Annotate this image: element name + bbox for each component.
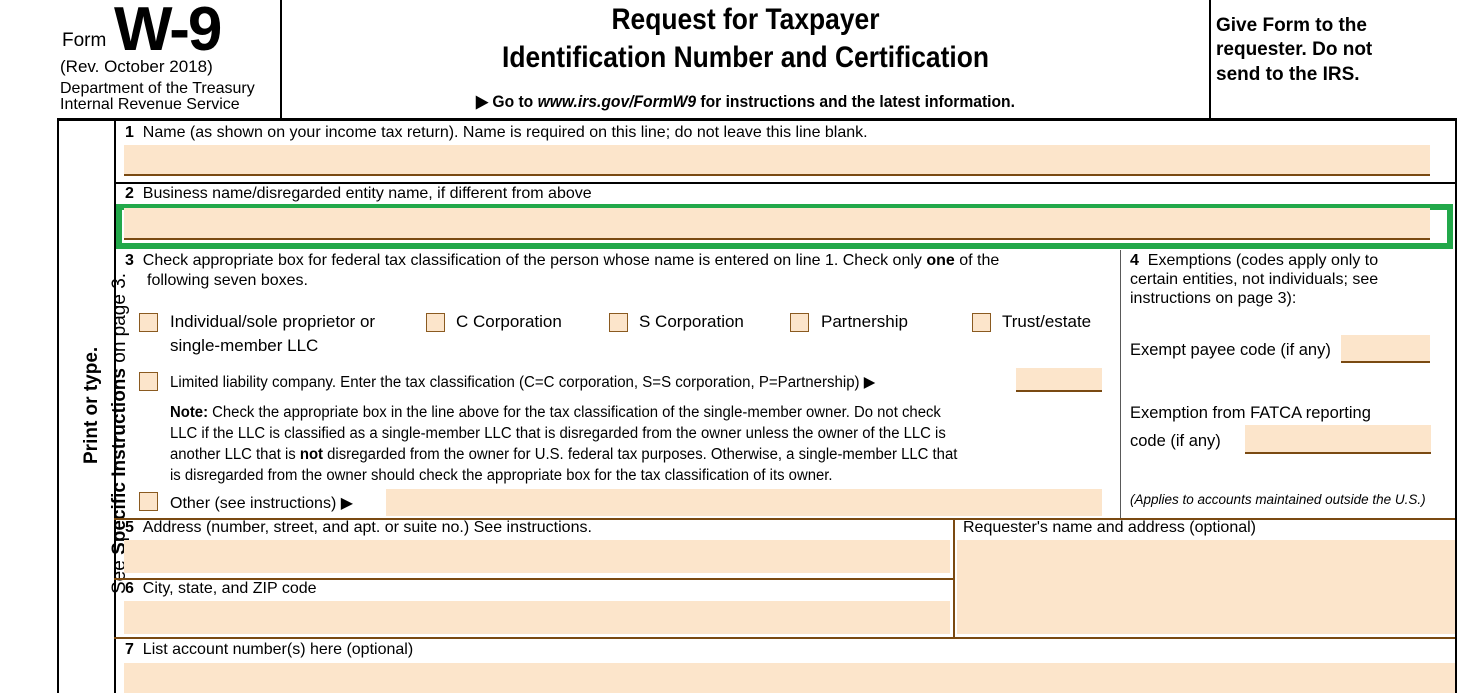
checkbox-label-individual-sole-proprietor-line2: single-member LLC <box>170 336 319 355</box>
give-form-line2: requester. Do not <box>1216 39 1373 61</box>
line3-note-row3: another LLC that is not disregarded from… <box>170 444 957 466</box>
line3-note-line1: Check the appropriate box in the line ab… <box>208 404 941 421</box>
form-left-edge <box>57 121 59 693</box>
line2-highlight-box <box>116 204 1453 249</box>
sidebar-page3-suffix: on page 3. <box>109 272 130 369</box>
address-requester-divider <box>953 520 955 637</box>
line4-label-row2: certain entities, not individuals; see <box>1130 271 1379 288</box>
sidebar-divider <box>114 121 116 693</box>
checkbox-trust-estate[interactable] <box>972 313 991 332</box>
header-divider-left <box>280 0 282 120</box>
line1-name-input[interactable] <box>124 145 1430 176</box>
line4-label-row1: 4 Exemptions (codes apply only to <box>1130 252 1378 270</box>
line6-bottom-rule <box>114 637 1457 639</box>
line3-note-row4: is disregarded from the owner should che… <box>170 467 833 484</box>
line3-bottom-rule <box>114 518 1457 520</box>
line7-label: 7 List account number(s) here (optional) <box>125 641 413 659</box>
exempt-payee-code-label: Exempt payee code (if any) <box>1130 341 1331 359</box>
form-right-edge <box>1455 121 1457 693</box>
line5-address-input[interactable] <box>124 540 950 573</box>
give-form-line1: Give Form to the <box>1216 15 1367 36</box>
header-title-block: Request for Taxpayer Identification Numb… <box>283 2 1208 120</box>
fatca-label-row1: Exemption from FATCA reporting <box>1130 404 1371 422</box>
line3-note-row2: LLC if the LLC is classified as a single… <box>170 425 946 442</box>
line4-label-row3: instructions on page 3): <box>1130 290 1297 307</box>
other-classification-input[interactable] <box>386 489 1102 516</box>
line6-label-text: City, state, and ZIP code <box>142 580 317 597</box>
checkbox-label-c-corporation: C Corporation <box>456 312 562 331</box>
header-giveform-block: Give Form to the requester. Do not send … <box>1216 14 1456 87</box>
goto-prefix: ▶ Go to <box>476 92 538 111</box>
goto-url[interactable]: www.irs.gov/FormW9 <box>537 92 697 111</box>
header-left-block: Form W-9 (Rev. October 2018) Department … <box>57 0 279 120</box>
line5-label-text: Address (number, street, and apt. or sui… <box>142 519 592 536</box>
line7-account-numbers-input[interactable] <box>124 663 1457 693</box>
line4-number: 4 <box>1130 252 1139 269</box>
line3-label-row2: following seven boxes. <box>147 272 308 289</box>
checkbox-label-limited-liability-company: Limited liability company. Enter the tax… <box>170 374 876 391</box>
sidebar-print-or-type: Print or type. See Specific Instructions… <box>57 124 130 693</box>
line7-label-text: List account number(s) here (optional) <box>142 641 414 658</box>
line5-number: 5 <box>125 519 134 536</box>
checkbox-partnership[interactable] <box>790 313 809 332</box>
checkbox-label-individual-sole-proprietor-line1: Individual/sole proprietor or <box>170 312 376 331</box>
line3-note-bold-not: not <box>299 446 324 463</box>
checkbox-individual-sole-proprietor[interactable] <box>139 313 158 332</box>
line3-note-bold: Note: <box>170 404 209 421</box>
goto-suffix: for instructions and the latest informat… <box>696 92 1015 111</box>
header-divider-right <box>1209 0 1211 120</box>
fatca-code-input[interactable] <box>1245 425 1431 454</box>
checkbox-label-trust-estate: Trust/estate <box>1002 312 1092 331</box>
line1-label-text: Name (as shown on your income tax return… <box>142 124 868 141</box>
checkbox-label-partnership: Partnership <box>821 312 908 331</box>
line2-number: 2 <box>125 185 134 202</box>
line3-number: 3 <box>125 252 134 269</box>
line2-label-text: Business name/disregarded entity name, i… <box>142 185 592 202</box>
line3-label-part1: Check appropriate box for federal tax cl… <box>142 252 927 269</box>
checkbox-label-s-corporation: S Corporation <box>639 312 744 331</box>
line3-note-line3c: disregarded from the owner for U.S. fede… <box>323 446 958 463</box>
checkbox-label-other: Other (see instructions) ▶ <box>170 495 354 512</box>
fatca-label-row2: code (if any) <box>1130 432 1221 450</box>
line7-number: 7 <box>125 641 134 658</box>
checkbox-other[interactable] <box>139 492 158 511</box>
form-title-line2: Identification Number and Certification <box>502 41 989 74</box>
give-form-line3: send to the IRS. <box>1216 63 1360 85</box>
checkbox-limited-liability-company[interactable] <box>139 372 158 391</box>
line5-bottom-rule <box>114 578 954 580</box>
line1-number: 1 <box>125 124 134 141</box>
line2-business-name-input[interactable] <box>124 208 1430 240</box>
line3-line4-divider <box>1120 250 1121 518</box>
checkbox-s-corporation[interactable] <box>609 313 628 332</box>
header-bottom-rule <box>57 118 1457 121</box>
form-goto-line: ▶ Go to www.irs.gov/FormW9 for instructi… <box>320 92 1171 112</box>
line3-note-row1: Note: Check the appropriate box in the l… <box>170 402 941 424</box>
line3-label-row1: 3 Check appropriate box for federal tax … <box>125 252 999 270</box>
line4-label-line1: Exemptions (codes apply only to <box>1147 252 1379 269</box>
line6-number: 6 <box>125 580 134 597</box>
line3-label-bold-one: one <box>926 252 955 269</box>
line6-city-state-zip-input[interactable] <box>124 601 950 634</box>
checkbox-c-corporation[interactable] <box>426 313 445 332</box>
line5-label: 5 Address (number, street, and apt. or s… <box>125 519 592 537</box>
form-number-label: W-9 <box>114 0 222 64</box>
form-word-label: Form <box>62 30 107 51</box>
line1-label: 1 Name (as shown on your income tax retu… <box>125 124 868 142</box>
requester-label: Requester's name and address (optional) <box>963 519 1256 536</box>
fatca-footnote: (Applies to accounts maintained outside … <box>1130 492 1426 507</box>
department-line1: Department of the Treasury <box>60 80 255 97</box>
exempt-payee-code-input[interactable] <box>1341 335 1430 363</box>
requester-name-address-input[interactable] <box>957 540 1457 634</box>
form-title-line1: Request for Taxpayer <box>611 3 880 36</box>
form-revision-label: (Rev. October 2018) <box>60 57 213 76</box>
line2-label: 2 Business name/disregarded entity name,… <box>125 185 592 203</box>
line3-note-line3a: another LLC that is <box>170 446 300 463</box>
sidebar-print-or-type-label: Print or type. <box>81 346 102 464</box>
line6-label: 6 City, state, and ZIP code <box>125 580 317 598</box>
llc-tax-classification-input[interactable] <box>1016 368 1102 392</box>
department-line2: Internal Revenue Service <box>60 96 240 113</box>
line3-label-part2: of the <box>954 252 1000 269</box>
line1-bottom-rule <box>114 182 1457 184</box>
